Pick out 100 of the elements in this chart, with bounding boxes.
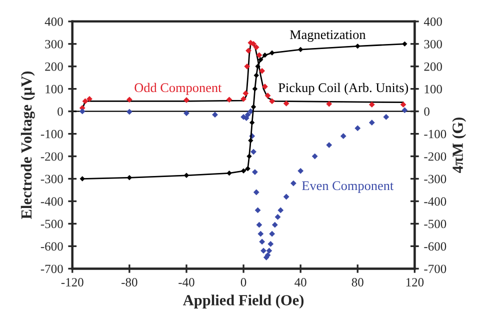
y2-tick-label: 300 (424, 40, 442, 48)
point (256, 222, 262, 228)
y-axis-title: Electrode Voltage (μV) (20, 72, 35, 220)
y2-tick-label: 400 (424, 17, 442, 26)
point (244, 112, 251, 118)
point (126, 175, 132, 180)
point (290, 180, 296, 186)
y-tick-label: -300 (40, 174, 63, 184)
point (184, 110, 190, 116)
point (260, 248, 266, 254)
y-tick-label: 100 (46, 84, 63, 94)
point (259, 238, 266, 245)
y-tick-label: 200 (45, 62, 63, 71)
point (402, 41, 408, 47)
point (402, 107, 408, 114)
point (226, 170, 232, 176)
point (246, 48, 252, 54)
point (253, 44, 260, 50)
point (242, 90, 249, 96)
series-label: Magnetization (290, 30, 366, 42)
y2-tick-label: -200 (424, 152, 446, 161)
point (226, 96, 232, 103)
point (255, 64, 260, 69)
point (250, 148, 256, 155)
point (212, 112, 218, 118)
x-tick-label: 40 (294, 278, 306, 286)
point (269, 50, 275, 56)
series-label: Odd Component (134, 82, 222, 95)
point (283, 194, 290, 200)
point (400, 102, 406, 108)
series-label: Pickup Coil (Arb. Units) (278, 82, 408, 95)
point (259, 68, 266, 74)
x-axis-title: Applied Field (Oe) (182, 294, 304, 308)
y2-tick-label: 0 (424, 107, 430, 116)
point (272, 222, 278, 228)
point (274, 214, 281, 220)
point (80, 176, 85, 182)
y-tick-label: -600 (40, 242, 63, 251)
y2-axis-title: 4πM (G) (452, 118, 466, 173)
point (249, 120, 255, 126)
point (266, 248, 272, 254)
y-tick-label: 400 (44, 17, 63, 26)
x-tick-label: -80 (122, 278, 138, 286)
point (252, 169, 258, 175)
y-tick-label: -500 (40, 220, 63, 228)
point (252, 86, 258, 92)
x-tick-label: -40 (178, 278, 194, 286)
y2-tick-label: -500 (424, 220, 446, 228)
point (326, 142, 332, 148)
point (368, 102, 375, 108)
point (262, 52, 268, 58)
point (256, 52, 262, 58)
series-label: Even Component (302, 181, 394, 193)
point (126, 108, 132, 115)
point (278, 207, 284, 214)
y-tick-label: 300 (45, 40, 63, 48)
point (258, 230, 264, 237)
y2-tick-label: 200 (424, 62, 442, 71)
x-tick-label: 120 (406, 278, 424, 286)
point (254, 72, 259, 78)
y2-tick-label: -600 (424, 242, 446, 251)
point (248, 138, 254, 144)
point (326, 100, 332, 107)
y2-tick-label: -400 (424, 197, 446, 206)
point (79, 108, 86, 114)
x-tick-label: 0 (240, 278, 246, 286)
point (245, 166, 250, 172)
y-tick-label: -100 (40, 130, 63, 138)
point (253, 189, 260, 196)
point (240, 168, 246, 174)
point (355, 44, 360, 49)
point (312, 153, 318, 160)
y2-tick-label: -100 (424, 130, 446, 138)
y-tick-label: -400 (40, 197, 63, 206)
y-tick-label: 0 (58, 107, 63, 116)
point (354, 125, 361, 132)
x-tick-label: 80 (352, 278, 364, 286)
y2-tick-label: -300 (424, 174, 446, 184)
point (246, 154, 252, 159)
x-tick-label: -120 (61, 278, 84, 286)
point (383, 114, 390, 120)
point (340, 133, 346, 140)
point (298, 46, 304, 52)
y2-tick-label: 100 (424, 84, 442, 94)
point (269, 98, 275, 104)
point (254, 207, 261, 214)
point (258, 57, 264, 62)
point (82, 98, 88, 104)
point (184, 97, 190, 104)
point (283, 100, 290, 106)
point (368, 120, 375, 126)
point (262, 84, 268, 90)
point (269, 230, 275, 237)
y-tick-label: -700 (40, 264, 63, 274)
y-tick-label: -200 (40, 152, 63, 161)
point (268, 241, 274, 247)
point (126, 96, 132, 103)
point (264, 92, 271, 99)
point (298, 168, 304, 174)
y2-tick-label: -700 (424, 264, 446, 274)
